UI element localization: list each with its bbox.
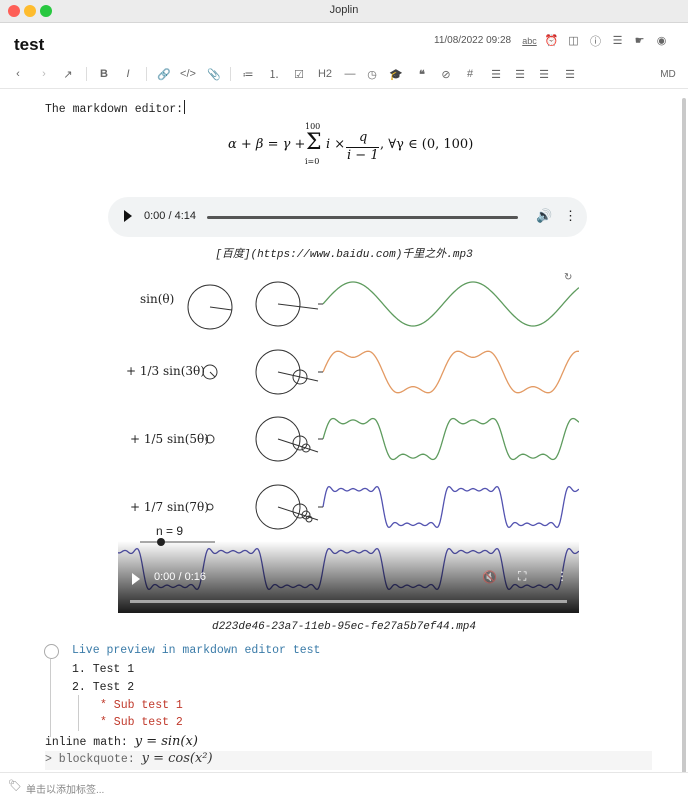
text-caret: [184, 100, 186, 114]
audio-caption: [百度](https://www.baidu.com)千里之外.mp3: [215, 249, 473, 261]
attach-icon[interactable]: 📎: [207, 68, 221, 81]
math-icon[interactable]: 🎓: [389, 68, 403, 81]
unordered-item-2: * Sub test 2: [100, 716, 183, 729]
inline-math: y = sin(x): [134, 734, 198, 749]
window-titlebar: Joplin: [0, 0, 688, 23]
video-frame: sin(θ) + 1/3 sin(3θ) + 1/5 sin(5θ) + 1/7…: [118, 281, 579, 591]
ordered-item-2: 2. Test 2: [72, 681, 135, 694]
forward-icon[interactable]: ›: [42, 68, 46, 80]
editor-scrollbar[interactable]: [682, 98, 686, 780]
blockquote-math: y = cos(x²): [141, 751, 213, 766]
minimize-window-button[interactable]: [24, 5, 36, 17]
video-play-button[interactable]: [132, 573, 140, 585]
tag-icon: 🏷: [8, 780, 22, 792]
fourier-wave-3: [322, 417, 579, 461]
sync-icon[interactable]: ◉: [656, 35, 667, 47]
volume-icon[interactable]: 🔊: [536, 208, 553, 223]
video-caption: d223de46-23a7-11eb-95ec-fe27a5b7ef44.mp4: [211, 621, 477, 633]
blockquote-line: > blockquote: y = cos(x²): [45, 751, 652, 770]
time-icon[interactable]: ◷: [367, 68, 377, 81]
hr-icon[interactable]: —: [344, 68, 356, 80]
no-icon[interactable]: ⊘: [441, 68, 451, 81]
fourier-wave-2: [322, 350, 579, 394]
window-title: Joplin: [329, 4, 359, 16]
video-more-icon[interactable]: ⋮: [556, 569, 568, 583]
more-options-icon[interactable]: ⋮: [564, 208, 577, 223]
frame-label-3: + 1/5 sin(5θ): [130, 432, 209, 446]
frame-slider-label: n = 9: [156, 524, 183, 538]
align-right-icon[interactable]: ☰: [539, 68, 549, 81]
editor-line-1: The markdown editor:: [45, 100, 186, 116]
layout-icon[interactable]: ◫: [568, 35, 579, 47]
italic-icon[interactable]: I: [126, 68, 130, 80]
audio-time: 0:00 / 4:14: [144, 210, 196, 222]
video-time: 0:00 / 0:16: [154, 571, 206, 583]
close-window-button[interactable]: [8, 5, 20, 17]
align-center-icon[interactable]: ☰: [515, 68, 525, 81]
toc-icon[interactable]: ☰: [612, 35, 623, 47]
bold-icon[interactable]: B: [100, 68, 108, 80]
note-title[interactable]: test: [14, 35, 45, 54]
spellcheck-icon[interactable]: abc: [522, 35, 537, 46]
audio-play-button[interactable]: [124, 210, 132, 222]
video-seek-bar[interactable]: [130, 600, 567, 603]
audio-seek-bar[interactable]: [207, 216, 518, 219]
inline-math-line: inline math: y = sin(x): [45, 734, 198, 749]
list-guide-line: [50, 659, 51, 737]
sublist-guide-line: [78, 695, 79, 731]
editor-toolbar: ‹ › ↗ B I 🔗 </> 📎 ≔ ⒈ ☑ H2 — ◷ 🎓 ❝ ⊘ # ☰…: [6, 64, 682, 84]
frame-label-2: + 1/3 sin(3θ): [126, 364, 205, 378]
align-left-icon[interactable]: ☰: [491, 68, 501, 81]
fullscreen-icon[interactable]: ⛶: [518, 569, 527, 583]
frame-label-1: sin(θ): [140, 292, 174, 306]
unordered-item-1: * Sub test 1: [100, 699, 183, 712]
bullet-list-icon[interactable]: ≔: [242, 68, 254, 81]
frame-label-4: + 1/7 sin(7θ): [130, 500, 209, 514]
alarm-icon[interactable]: ⏰: [544, 35, 559, 47]
link-icon[interactable]: 🔗: [157, 68, 171, 81]
maximize-window-button[interactable]: [40, 5, 52, 17]
audio-player: 0:00 / 4:14 🔊 ⋮: [108, 197, 587, 237]
fourier-wave-1: [322, 281, 579, 327]
note-header-icons: abc ⏰ ◫ ⓘ ☰ ☛ ◉: [520, 31, 671, 50]
md-mode-button[interactable]: MD: [660, 68, 676, 80]
hand-icon[interactable]: ☛: [634, 35, 645, 47]
numbered-list-icon[interactable]: ⒈: [268, 69, 280, 81]
hashtag-icon[interactable]: #: [466, 68, 474, 80]
reload-icon: ↻: [564, 272, 573, 283]
video-controls: 0:00 / 0:16 🔇 ⛶ ⋮: [118, 541, 579, 613]
justify-icon[interactable]: ☰: [565, 68, 575, 81]
task-item: Live preview in markdown editor test: [72, 644, 321, 657]
info-icon[interactable]: ⓘ: [590, 35, 601, 48]
tag-bar: 🏷 单击以添加标签...: [0, 772, 688, 801]
heading-button[interactable]: H2: [317, 68, 333, 80]
fourier-wave-4: [322, 485, 579, 529]
quote-icon[interactable]: ❝: [419, 68, 425, 81]
task-checkbox[interactable]: [44, 644, 59, 659]
video-mute-icon[interactable]: 🔇: [482, 570, 497, 584]
code-icon[interactable]: </>: [180, 68, 196, 80]
note-date: 11/08/2022 09:28: [434, 35, 512, 46]
markdown-editor[interactable]: The markdown editor: α + β = γ + 100 Σ i…: [0, 89, 680, 771]
ordered-item-1: 1. Test 1: [72, 663, 135, 676]
checklist-icon[interactable]: ☑: [294, 68, 304, 81]
back-icon[interactable]: ‹: [16, 68, 20, 80]
tag-input[interactable]: 单击以添加标签...: [26, 785, 105, 796]
external-edit-icon[interactable]: ↗: [63, 68, 73, 81]
video-player: sin(θ) + 1/3 sin(3θ) + 1/5 sin(5θ) + 1/7…: [118, 269, 579, 613]
